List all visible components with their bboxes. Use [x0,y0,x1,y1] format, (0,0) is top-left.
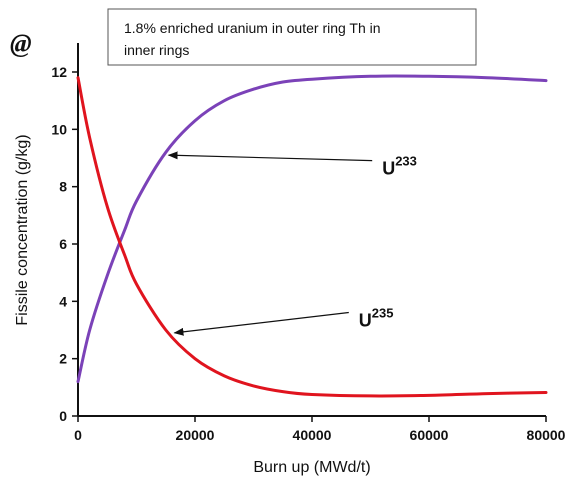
series-line-u235 [76,76,548,398]
y-tick-label: 6 [59,236,67,252]
panel-label: @ [10,29,32,58]
y-tick-label: 4 [59,293,67,309]
y-tick-label: 10 [51,121,67,137]
x-tick-label: 80000 [527,427,566,443]
series-annotations: U233 U235 [167,151,417,336]
y-tick-label: 8 [59,179,67,195]
x-axis-title: Burn up (MWd/t) [253,459,370,476]
note-line-2: inner rings [124,42,189,58]
y-tick-label: 2 [59,351,67,367]
series-line-u233 [76,74,548,384]
annotation-label: U233 [382,154,417,179]
series-lines [76,74,548,398]
y-tick-label: 0 [59,408,67,424]
annotation-arrow [173,311,349,336]
note-box [107,8,477,66]
x-tick-label: 60000 [410,427,449,443]
x-tick-label: 20000 [176,427,215,443]
y-axis-title: Fissile concentration (g/kg) [14,134,31,325]
y-tick-label: 12 [51,64,67,80]
annotation-arrow [167,151,373,162]
note-line-1: 1.8% enriched uranium in outer ring Th i… [124,20,381,36]
annotation-label: U235 [359,306,394,331]
plot-frame [77,43,546,417]
axis-ticks: 0 20000 40000 60000 80000 0 2 4 6 8 10 12 [51,64,565,443]
x-tick-label: 0 [74,427,82,443]
x-tick-label: 40000 [293,427,332,443]
